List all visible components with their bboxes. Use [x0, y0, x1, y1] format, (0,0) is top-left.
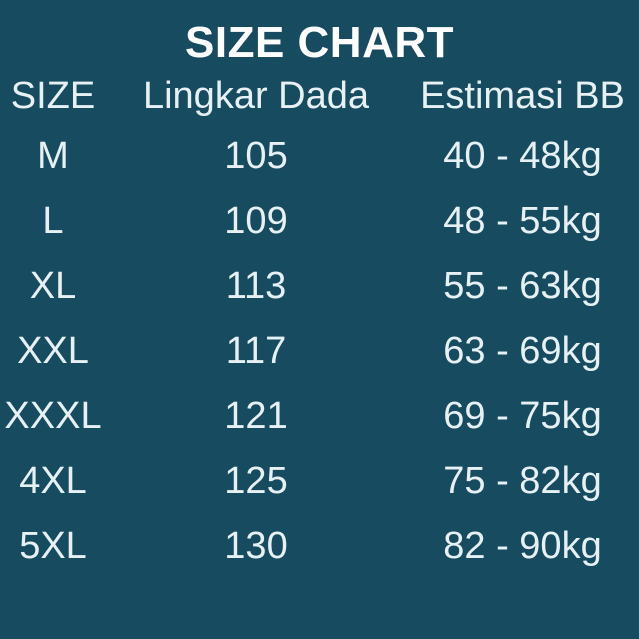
table-cell-size: 5XL — [19, 525, 87, 567]
table-cell-weight: 75 - 82kg — [443, 460, 602, 502]
table-cell-weight: 63 - 69kg — [443, 330, 602, 372]
table-cell-size: XXXL — [4, 395, 102, 437]
table-cell-chest: 113 — [225, 265, 287, 307]
table-cell-chest: 121 — [224, 395, 288, 437]
table-cell-size: L — [42, 200, 64, 242]
table-cell-weight: 40 - 48kg — [443, 135, 602, 177]
table-cell-chest: 109 — [224, 200, 288, 242]
page-title: SIZE CHART — [185, 18, 454, 67]
table-cell-size: 4XL — [19, 460, 87, 502]
column-header-weight: Estimasi BB — [420, 74, 625, 117]
table-cell-size: XL — [29, 265, 77, 307]
table-cell-weight: 55 - 63kg — [443, 265, 602, 307]
table-cell-chest: 130 — [224, 525, 288, 567]
table-cell-size: M — [37, 135, 69, 177]
table-cell-chest: 125 — [224, 460, 288, 502]
column-header-chest: Lingkar Dada — [142, 74, 370, 117]
table-cell-chest: 105 — [224, 135, 288, 177]
table-cell-size: XXL — [17, 330, 89, 372]
column-header-size: SIZE — [10, 74, 96, 117]
table-cell-chest: 117 — [225, 330, 287, 372]
size-chart-table: SIZE Lingkar Dada Estimasi BB M 105 40 -… — [0, 68, 639, 579]
table-cell-weight: 82 - 90kg — [443, 525, 602, 567]
table-cell-weight: 69 - 75kg — [443, 395, 602, 437]
table-cell-weight: 48 - 55kg — [443, 200, 602, 242]
